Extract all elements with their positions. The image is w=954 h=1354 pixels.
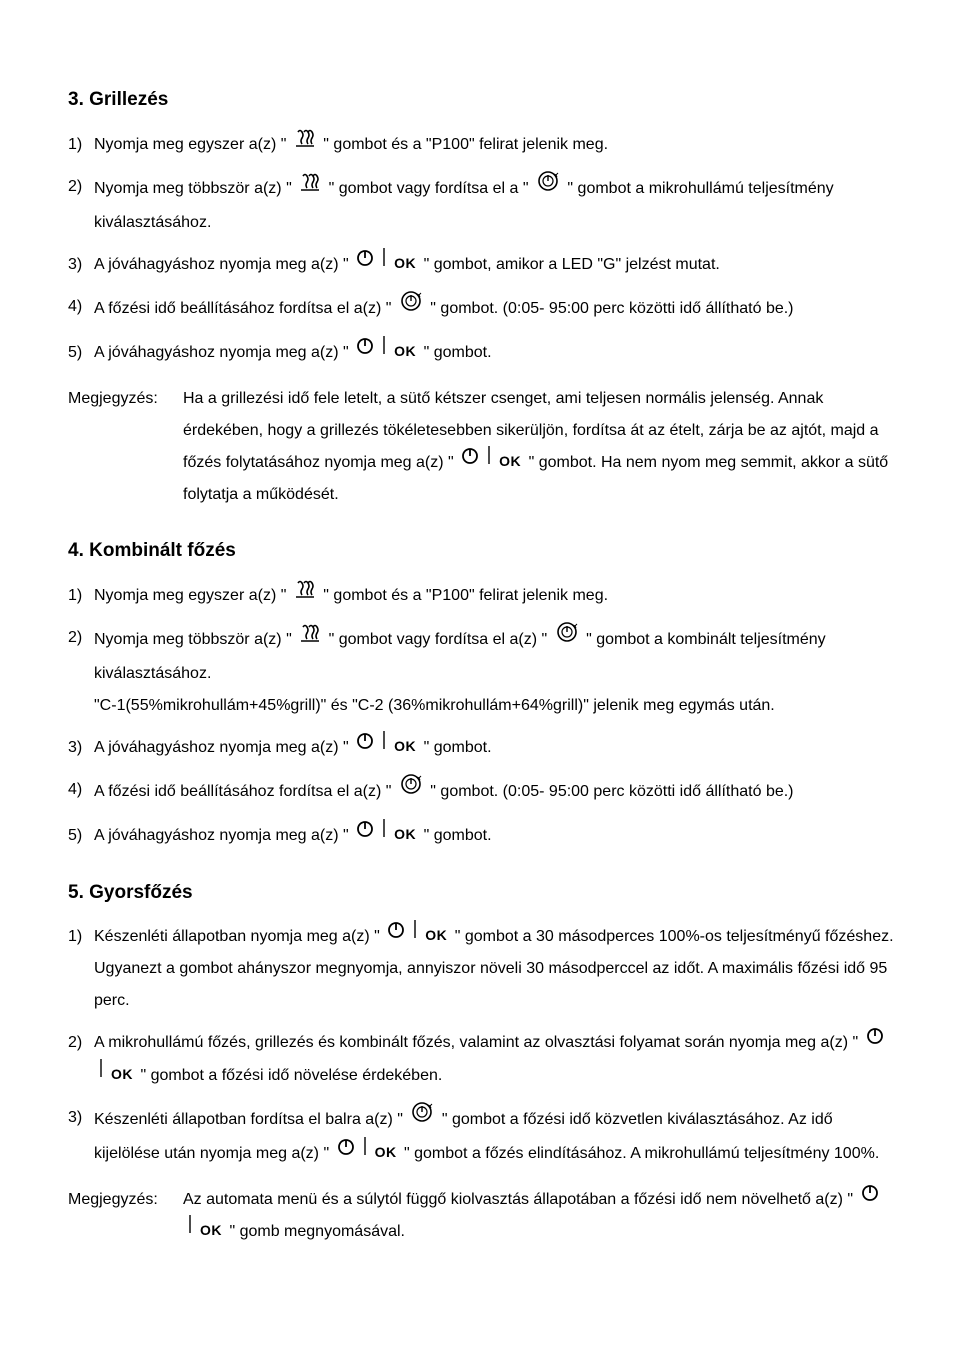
- text: A jóváhagyáshoz nyomja meg a(z) ": [94, 344, 353, 361]
- text: Az automata menü és a súlytól függő kiol…: [183, 1191, 858, 1208]
- separator-icon: [361, 1136, 369, 1168]
- ok-icon: OK: [499, 447, 521, 475]
- item-number: 1): [68, 921, 94, 953]
- text: " gombot. (0:05- 95:00 perc közötti idő …: [426, 784, 794, 801]
- text: "C-1(55%mikrohullám+45%grill)" és "C-2 (…: [94, 697, 775, 714]
- text: " gombot vagy fordítsa el a ": [324, 180, 533, 197]
- text: Nyomja meg egyszer a(z) ": [94, 587, 291, 604]
- item-number: 2): [68, 171, 94, 203]
- text: A mikrohullámú főzés, grillezés és kombi…: [94, 1035, 863, 1052]
- list-item: 1)Nyomja meg egyszer a(z) " " gombot és …: [68, 580, 894, 612]
- text: " gombot és a "P100" felirat jelenik meg…: [319, 136, 608, 153]
- section-5-note: Megjegyzés: Az automata menü és a súlytó…: [68, 1184, 894, 1248]
- ok-icon: OK: [375, 1138, 397, 1166]
- item-number: 5): [68, 337, 94, 369]
- section-3-note: Megjegyzés: Ha a grillezési idő fele let…: [68, 383, 894, 511]
- ok-icon: OK: [111, 1060, 133, 1088]
- text: A jóváhagyáshoz nyomja meg a(z) ": [94, 828, 353, 845]
- power-icon: [861, 1182, 879, 1214]
- list-item: 3)A jóváhagyáshoz nyomja meg a(z) " OK "…: [68, 249, 894, 281]
- microwave-icon: [294, 578, 316, 610]
- note-label: Megjegyzés:: [68, 383, 183, 415]
- text: " gombot a főzés elindításához. A mikroh…: [400, 1145, 880, 1162]
- ok-icon: OK: [394, 249, 416, 277]
- list-item: 2)Nyomja meg többször a(z) " " gombot va…: [68, 171, 894, 239]
- dial-icon: [555, 620, 579, 656]
- text: " gombot vagy fordítsa el a(z) ": [324, 631, 551, 648]
- ok-icon: OK: [394, 337, 416, 365]
- list-item: 2)Nyomja meg többször a(z) " " gombot va…: [68, 622, 894, 722]
- item-number: 3): [68, 732, 94, 764]
- separator-icon: [380, 730, 388, 762]
- item-number: 4): [68, 291, 94, 323]
- text: " gombot.: [419, 828, 491, 845]
- separator-icon: [186, 1214, 194, 1246]
- item-number: 2): [68, 622, 94, 654]
- item-number: 1): [68, 580, 94, 612]
- text: A jóváhagyáshoz nyomja meg a(z) ": [94, 256, 353, 273]
- ok-icon: OK: [394, 820, 416, 848]
- ok-icon: OK: [200, 1216, 222, 1244]
- text: " gombot.: [419, 344, 491, 361]
- power-icon: [356, 335, 374, 367]
- text: Készenléti állapotban fordítsa el balra …: [94, 1111, 407, 1128]
- separator-icon: [380, 335, 388, 367]
- text: " gombot, amikor a LED "G" jelzést mutat…: [419, 256, 720, 273]
- item-number: 1): [68, 129, 94, 161]
- separator-icon: [380, 247, 388, 279]
- text: A jóváhagyáshoz nyomja meg a(z) ": [94, 739, 353, 756]
- list-item: 4)A főzési idő beállításához fordítsa el…: [68, 291, 894, 327]
- list-item: 4)A főzési idő beállításához fordítsa el…: [68, 774, 894, 810]
- separator-icon: [380, 818, 388, 850]
- section-5-title: 5. Gyorsfőzés: [68, 879, 894, 908]
- text: Készenléti állapotban nyomja meg a(z) ": [94, 928, 384, 945]
- text: A főzési idő beállításához fordítsa el a…: [94, 784, 396, 801]
- list-item: 5)A jóváhagyáshoz nyomja meg a(z) " OK "…: [68, 337, 894, 369]
- dial-icon: [399, 289, 423, 325]
- microwave-icon: [299, 171, 321, 203]
- list-item: 3)A jóváhagyáshoz nyomja meg a(z) " OK "…: [68, 732, 894, 764]
- text: " gombot. (0:05- 95:00 perc közötti idő …: [426, 300, 794, 317]
- list-item: 2)A mikrohullámú főzés, grillezés és kom…: [68, 1027, 894, 1091]
- text: Nyomja meg többször a(z) ": [94, 180, 296, 197]
- list-item: 3)Készenléti állapotban fordítsa el balr…: [68, 1102, 894, 1170]
- item-number: 2): [68, 1027, 94, 1059]
- text: " gombot a főzési idő növelése érdekében…: [136, 1067, 442, 1084]
- power-icon: [866, 1025, 884, 1057]
- section-4-title: 4. Kombinált főzés: [68, 537, 894, 566]
- ok-icon: OK: [425, 921, 447, 949]
- section-3-title: 3. Grillezés: [68, 86, 894, 115]
- text: Nyomja meg többször a(z) ": [94, 631, 296, 648]
- microwave-icon: [294, 127, 316, 159]
- power-icon: [356, 730, 374, 762]
- separator-icon: [485, 445, 493, 477]
- list-item: 1)Nyomja meg egyszer a(z) " " gombot és …: [68, 129, 894, 161]
- power-icon: [356, 247, 374, 279]
- list-item: 1)Készenléti állapotban nyomja meg a(z) …: [68, 921, 894, 1017]
- item-number: 5): [68, 820, 94, 852]
- item-number: 4): [68, 774, 94, 806]
- ok-icon: OK: [394, 732, 416, 760]
- power-icon: [337, 1136, 355, 1168]
- dial-icon: [410, 1100, 434, 1136]
- power-icon: [387, 919, 405, 951]
- item-number: 3): [68, 249, 94, 281]
- text: Nyomja meg egyszer a(z) ": [94, 136, 291, 153]
- dial-icon: [536, 169, 560, 205]
- power-icon: [461, 445, 479, 477]
- dial-icon: [399, 772, 423, 808]
- note-label: Megjegyzés:: [68, 1184, 183, 1216]
- microwave-icon: [299, 622, 321, 654]
- text: " gombot.: [419, 739, 491, 756]
- item-number: 3): [68, 1102, 94, 1134]
- text: " gombot és a "P100" felirat jelenik meg…: [319, 587, 608, 604]
- list-item: 5)A jóváhagyáshoz nyomja meg a(z) " OK "…: [68, 820, 894, 852]
- separator-icon: [411, 919, 419, 951]
- separator-icon: [97, 1058, 105, 1090]
- text: " gomb megnyomásával.: [225, 1224, 405, 1241]
- text: A főzési idő beállításához fordítsa el a…: [94, 300, 396, 317]
- power-icon: [356, 818, 374, 850]
